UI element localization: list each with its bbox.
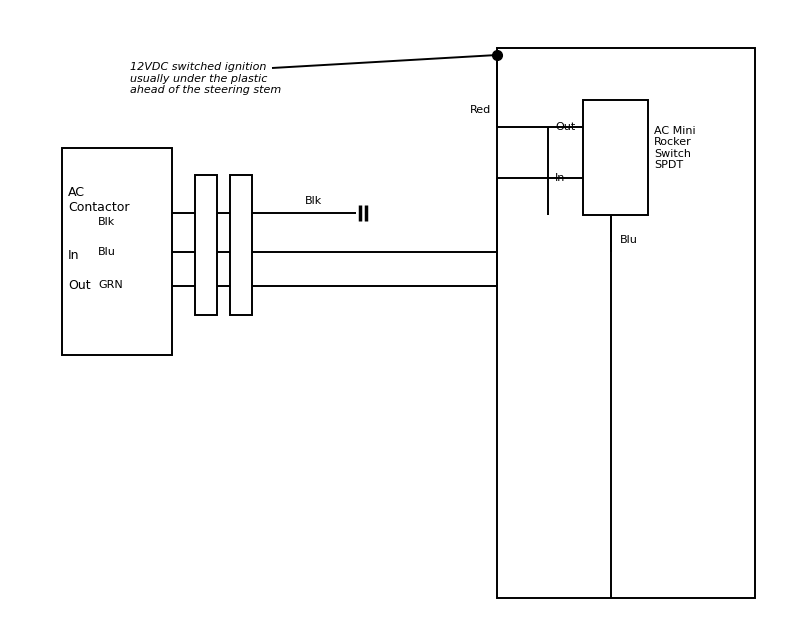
Text: Out: Out	[555, 122, 575, 132]
Text: Red: Red	[470, 105, 491, 115]
Bar	[230, 175, 252, 315]
Text: Blu: Blu	[98, 247, 116, 257]
Text: 12VDC switched ignition
usually under the plastic
ahead of the steering stem: 12VDC switched ignition usually under th…	[130, 62, 281, 95]
Text: Blk: Blk	[98, 217, 115, 227]
Text: In: In	[555, 173, 566, 183]
Bar	[62, 148, 172, 355]
Bar	[583, 100, 648, 215]
Text: Blu: Blu	[620, 235, 638, 245]
Bar	[497, 48, 755, 598]
Text: GRN: GRN	[98, 280, 123, 290]
Text: AC
Contactor: AC Contactor	[68, 186, 129, 214]
Text: Out: Out	[68, 279, 90, 291]
Bar	[195, 175, 217, 315]
Text: Blk: Blk	[305, 196, 322, 206]
Text: In: In	[68, 249, 79, 261]
Text: AC Mini
Rocker
Switch
SPDT: AC Mini Rocker Switch SPDT	[654, 126, 696, 171]
